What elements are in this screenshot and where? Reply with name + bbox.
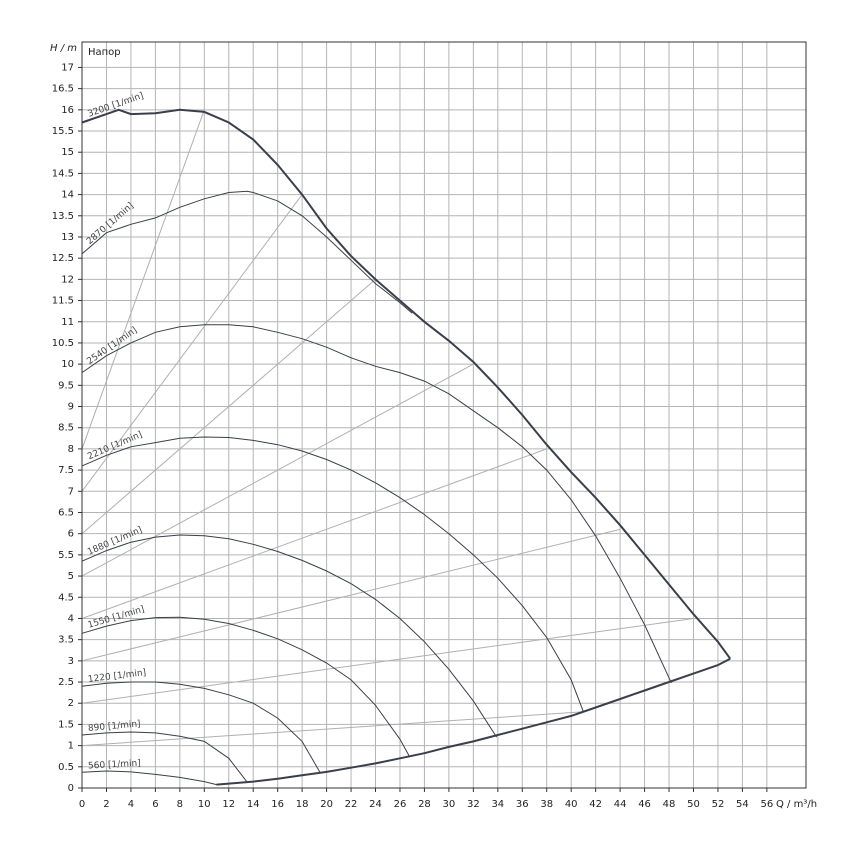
y-tick-label: 4.5 [58, 592, 74, 603]
x-tick-label: 6 [152, 799, 158, 810]
x-tick-label: 32 [467, 799, 480, 810]
guide-line [81, 109, 205, 450]
y-tick-label: 8.5 [58, 423, 74, 434]
x-tick-label: 40 [565, 799, 578, 810]
y-tick-label: 4 [68, 613, 74, 624]
y-tick-label: 5 [68, 571, 74, 582]
y-tick-label: 17 [61, 62, 74, 73]
speed-curve [81, 108, 732, 660]
y-tick-label: 0 [68, 783, 74, 794]
x-tick-label: 42 [589, 799, 602, 810]
guide-line [81, 194, 303, 492]
y-tick-label: 6 [68, 529, 74, 540]
x-tick-label: 20 [320, 799, 333, 810]
y-tick-label: 14.5 [52, 168, 74, 179]
y-tick-label: 7 [68, 486, 74, 497]
x-tick-label: 30 [443, 799, 456, 810]
x-tick-label: 36 [516, 799, 529, 810]
x-tick-label: 26 [394, 799, 407, 810]
x-tick-label: 0 [79, 799, 85, 810]
y-tick-label: 12 [61, 274, 74, 285]
y-tick-label: 2.5 [58, 677, 74, 688]
y-tick-label: 9 [68, 402, 74, 413]
y-tick-label: 11 [61, 317, 74, 328]
x-tick-label: 44 [614, 799, 627, 810]
x-tick-label: 52 [712, 799, 725, 810]
y-tick-label: 1 [68, 741, 74, 752]
guide-line [81, 448, 547, 619]
guide-line [81, 528, 621, 662]
y-axis-label: H / m [50, 43, 77, 54]
speed-curve [81, 681, 321, 774]
x-tick-label: 4 [128, 799, 134, 810]
x-tick-label: 50 [687, 799, 700, 810]
y-tick-label: 5.5 [58, 550, 74, 561]
curve-label: 890 [1/min] [88, 719, 141, 734]
speed-curve [81, 616, 411, 758]
guide-line [81, 363, 474, 577]
x-tick-label: 8 [177, 799, 183, 810]
x-tick-label: 14 [247, 799, 260, 810]
speed-curve [81, 436, 584, 712]
y-tick-label: 3.5 [58, 635, 74, 646]
x-tick-label: 18 [296, 799, 309, 810]
x-tick-label: 46 [638, 799, 651, 810]
x-tick-label: 12 [222, 799, 235, 810]
y-tick-label: 15 [61, 147, 74, 158]
boundary-curve [216, 657, 731, 786]
chart-title: Напор [88, 47, 121, 58]
x-tick-label: 2 [103, 799, 109, 810]
x-tick-label: 38 [540, 799, 553, 810]
y-tick-label: 16.5 [52, 84, 74, 95]
y-tick-label: 9.5 [58, 380, 74, 391]
guide-line [81, 711, 584, 747]
x-tick-label: 56 [760, 799, 773, 810]
speed-curve [81, 534, 498, 738]
x-tick-label: 48 [663, 799, 676, 810]
y-tick-label: 15.5 [52, 126, 74, 137]
y-tick-label: 1.5 [58, 719, 74, 730]
speed-curve [81, 770, 217, 786]
y-tick-label: 8 [68, 444, 74, 455]
speed-curve [81, 190, 413, 314]
x-axis-label: Q / m³/h [776, 799, 817, 810]
y-tick-label: 0.5 [58, 762, 74, 773]
x-tick-label: 22 [345, 799, 358, 810]
y-tick-label: 11.5 [52, 296, 74, 307]
y-tick-label: 10.5 [52, 338, 74, 349]
y-tick-label: 10 [61, 359, 74, 370]
x-tick-label: 16 [271, 799, 284, 810]
grid: 0 2 4 6 8 10 12 14 16 18 20 22 24 26 28 30 32 34 36 38 40 42 4… [52, 42, 806, 810]
y-tick-label: 13.5 [52, 211, 74, 222]
guide-line [81, 618, 694, 704]
y-tick-label: 6.5 [58, 507, 74, 518]
x-tick-label: 34 [491, 799, 504, 810]
y-tick-label: 12.5 [52, 253, 74, 264]
y-tick-label: 3 [68, 656, 74, 667]
curve-label: 560 [1/min] [88, 759, 141, 772]
y-tick-label: 7.5 [58, 465, 74, 476]
x-tick-label: 24 [369, 799, 382, 810]
x-tick-label: 10 [198, 799, 211, 810]
guide-line [81, 279, 376, 535]
x-tick-label: 28 [418, 799, 431, 810]
y-tick-label: 16 [61, 105, 74, 116]
y-tick-label: 14 [61, 190, 74, 201]
x-tick-label: 54 [736, 799, 749, 810]
y-tick-label: 2 [68, 698, 74, 709]
y-tick-label: 13 [61, 232, 74, 243]
speed-curve [81, 324, 672, 684]
speed-curve [81, 731, 248, 783]
plot-frame [81, 41, 807, 789]
